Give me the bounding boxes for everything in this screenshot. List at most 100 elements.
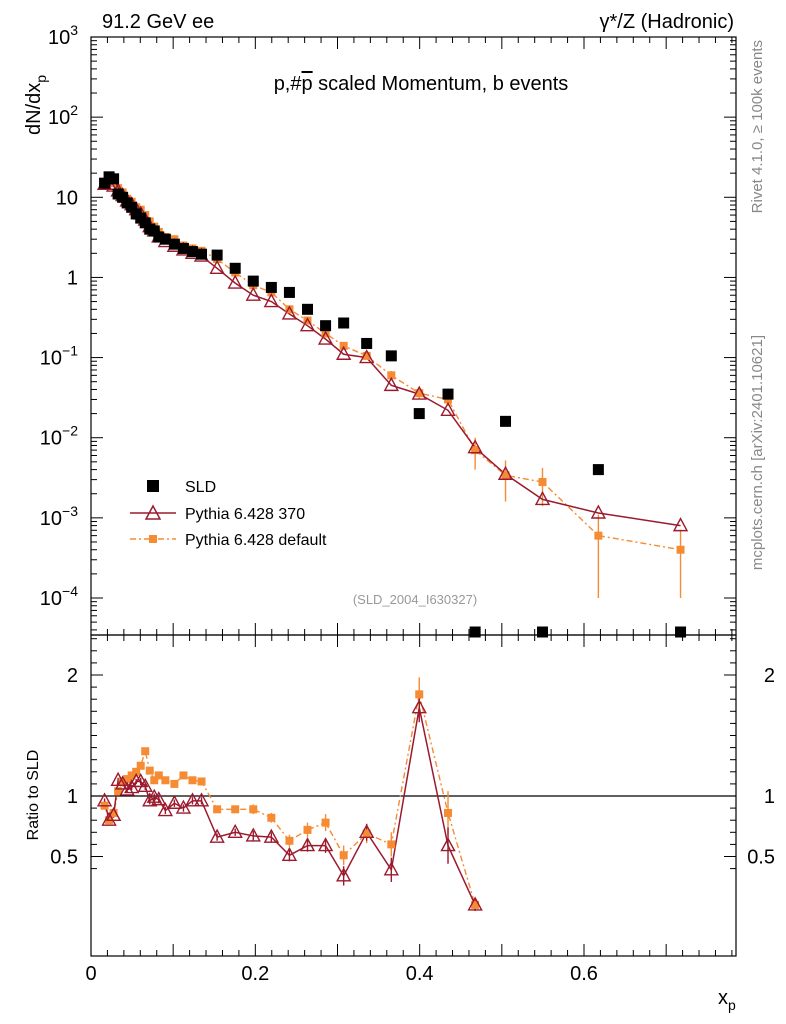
ratio-x-tick-label: 0.6 [570, 963, 598, 985]
main-y-tick-label-base: 10 [56, 187, 78, 209]
main-y-tick-label: 10 [56, 187, 78, 209]
ratio-pythia-370-point [317, 837, 334, 852]
x-axis-label: xp [718, 987, 736, 1013]
sld-data-point [177, 242, 189, 254]
pythia-370-point [227, 274, 243, 289]
ratio-pythia-370-point [227, 823, 243, 838]
main-y-axis-label: dN/dxp [23, 75, 49, 135]
chart-title-overbar: p [302, 73, 313, 95]
pythia-370-point [497, 465, 514, 480]
pythia-default-point [676, 545, 685, 554]
pythia-370-point [672, 517, 689, 532]
pythia-370-point [411, 385, 427, 400]
ratio-pythia-370-point [157, 802, 174, 817]
main-y-tick-label-base: 10 [40, 348, 62, 370]
ratio-pythia-default-point [109, 808, 118, 817]
ratio-pythia-370-point [193, 792, 210, 807]
ratio-series-group [96, 677, 483, 911]
sld-data-point [283, 286, 295, 298]
ratio-y-tick-label-right: 1 [764, 786, 775, 808]
main-y-tick-label: 102 [48, 102, 78, 129]
ratio-pythia-default-point [415, 690, 424, 699]
ratio-pythia-370-point [263, 828, 280, 843]
sld-data-point [159, 233, 171, 245]
pythia-370-point [383, 376, 399, 392]
ratio-pythia-370-point [166, 794, 183, 809]
ratio-y-axis-label: Ratio to SLD [25, 750, 42, 841]
pythia-default-point [415, 389, 424, 398]
main-y-axis-label-text: dN/dx [23, 83, 45, 135]
ratio-pythia-default-point [145, 766, 154, 775]
ratio-y-tick-labels: 0.5 1 2 [50, 665, 78, 869]
legend-label-sld: SLD [185, 479, 216, 496]
pythia-default-point [303, 316, 312, 325]
ratio-pythia-370-point [105, 806, 122, 822]
sld-data-point [385, 350, 397, 362]
sld-data-point [500, 415, 512, 427]
ratio-pythia-370-point [151, 791, 167, 806]
main-y-tick-label-base: 10 [40, 588, 62, 610]
pythia-default-point [362, 351, 371, 360]
ratio-pythia-370-point [411, 699, 427, 714]
pythia-370-point [358, 349, 375, 364]
ratio-pythia-default-point [150, 776, 159, 785]
header-right-title: γ*/Z (Hadronic) [600, 11, 734, 33]
ratio-pythia-default-point [161, 776, 170, 785]
pythia-default-point [285, 305, 294, 314]
sld-data-point [229, 262, 241, 274]
sld-data-point [247, 275, 259, 287]
pythia-370-point [335, 345, 352, 360]
ratio-pythia-370-point [101, 811, 117, 826]
legend-label-pythia-370: Pythia 6.428 370 [185, 506, 305, 523]
ratio-pythia-default-point [141, 747, 150, 756]
ratio-pythia-default-point [231, 805, 240, 814]
legend-label-pythia-default: Pythia 6.428 default [185, 532, 327, 549]
sld-data-point [537, 626, 548, 638]
sld-data-point [211, 249, 223, 261]
legend-marker-pythia-default [149, 535, 157, 543]
ratio-pythia-default-point [188, 776, 197, 785]
ratio-pythia-default-point [136, 761, 145, 770]
pythia-default-point [594, 531, 603, 540]
x-axis-label-text: x [718, 987, 728, 1009]
ratio-pythia-default-point [362, 829, 371, 838]
main-y-tick-label-exp: −4 [62, 583, 78, 599]
main-y-tick-label-exp: −1 [62, 343, 78, 359]
main-y-tick-label: 10−3 [40, 503, 78, 530]
ratio-pythia-default-point [249, 805, 258, 814]
pythia-370-point [263, 293, 280, 308]
pythia-370-point [467, 439, 483, 454]
ratio-pythia-370-point [142, 792, 158, 807]
main-y-tick-label: 10−2 [40, 423, 78, 450]
ratio-pythia-default-point [471, 900, 480, 909]
sld-data-point [469, 626, 481, 638]
pythia-370-point [281, 305, 298, 320]
rivet-label: Rivet 4.1.0, ≥ 100k events [749, 40, 766, 213]
ratio-y-tick-labels-right: 0.5 1 2 [747, 665, 775, 869]
main-y-tick-label-base: 10 [48, 27, 70, 49]
ratio-pythia-370-point [245, 827, 261, 842]
ratio-pythia-default-point [213, 805, 222, 814]
ratio-x-tick-label: 0 [85, 963, 96, 985]
ratio-y-tick-label: 2 [67, 665, 78, 687]
mcplots-label: mcplots.cern.ch [arXiv:2401.10621] [749, 335, 766, 570]
legend-marker-pythia-370 [144, 504, 162, 520]
ratio-pythia-370-point [299, 837, 316, 852]
pythia-370-point [440, 401, 456, 416]
ratio-pythia-default-point [387, 840, 396, 849]
pythia-370-point [590, 504, 607, 519]
sld-data-point [320, 320, 332, 332]
main-y-tick-label-exp: −2 [62, 423, 78, 439]
ratio-pythia-370-line [103, 707, 476, 906]
sld-data-point [592, 464, 604, 476]
ratio-pythia-370-point [96, 792, 113, 807]
ratio-pythia-370-point [383, 861, 399, 876]
ratio-pythia-370-point [119, 781, 135, 796]
main-axis-ticks [90, 36, 736, 635]
pythia-370-point [209, 259, 225, 274]
main-y-tick-label-exp: 3 [70, 22, 78, 38]
ratio-pythia-default-point [285, 836, 294, 845]
ratio-pythia-370-point [114, 775, 131, 790]
